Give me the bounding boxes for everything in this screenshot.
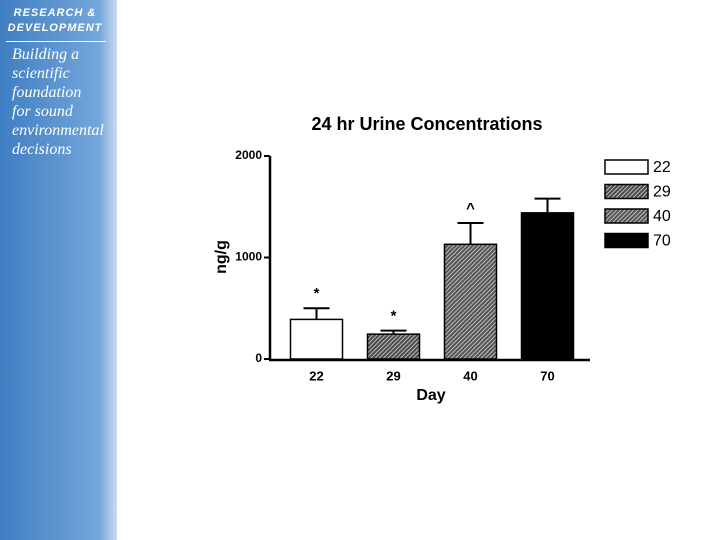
- bar: [289, 318, 344, 360]
- bar: [366, 333, 421, 360]
- legend-swatch: [604, 232, 649, 249]
- tagline: for sound: [12, 103, 73, 120]
- x-tick-label: 70: [540, 368, 554, 383]
- legend-swatch: [604, 208, 649, 224]
- legend-swatch: [604, 183, 649, 200]
- tagline: decisions: [12, 141, 72, 158]
- divider: [6, 41, 106, 42]
- x-axis-label: Day: [416, 387, 445, 404]
- legend-swatch: [604, 159, 649, 175]
- y-tick-label: 0: [255, 351, 262, 365]
- y-tick-label: 1000: [235, 250, 262, 264]
- legend-label: 70: [653, 233, 671, 250]
- x-tick-label: 40: [463, 368, 477, 383]
- legend-label: 29: [653, 184, 671, 201]
- annotation: *: [314, 285, 320, 302]
- annotation: ^: [466, 200, 475, 217]
- x-tick-label: 29: [386, 368, 400, 383]
- tagline: environmental: [12, 122, 104, 139]
- bar: [443, 243, 498, 360]
- y-axis-label: ng/g: [213, 240, 230, 274]
- y-tick-label: 2000: [235, 148, 262, 162]
- chart-title: 24 hr Urine Concentrations: [311, 114, 542, 134]
- sidebar-heading: RESEARCH &: [13, 7, 97, 19]
- bar: [520, 212, 575, 360]
- sidebar-heading: DEVELOPMENT: [7, 22, 103, 34]
- tagline: foundation: [12, 84, 82, 101]
- annotation: *: [391, 308, 397, 325]
- tagline: Building a: [12, 46, 80, 63]
- sidebar: RESEARCH & DEVELOPMENT Building a scient…: [0, 0, 117, 540]
- legend-label: 22: [653, 159, 671, 176]
- x-tick-label: 22: [309, 368, 323, 383]
- legend-label: 40: [653, 208, 671, 225]
- tagline: scientific: [12, 65, 70, 82]
